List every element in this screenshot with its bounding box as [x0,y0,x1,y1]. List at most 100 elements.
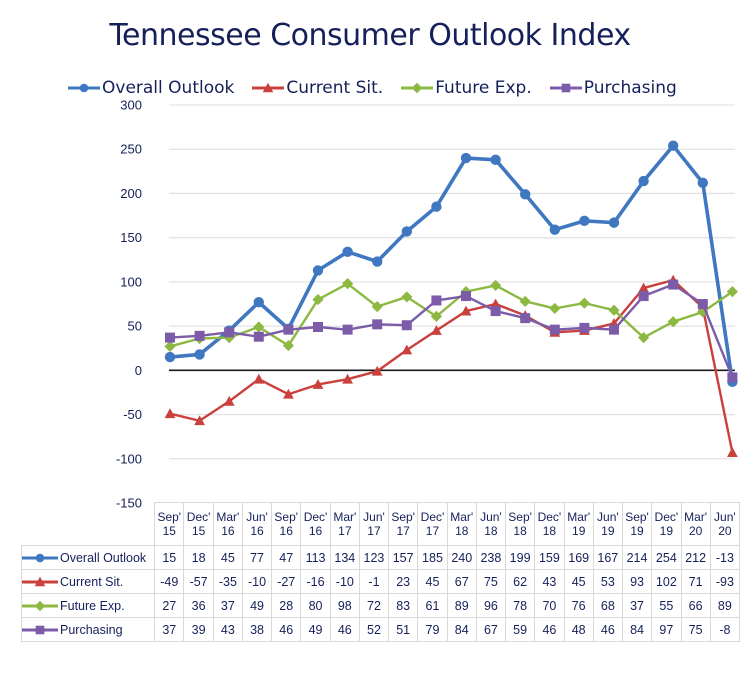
table-series-name: Current Sit. [20,569,156,594]
legend-item: Purchasing [549,78,677,98]
y-tick-label: 200 [120,186,142,201]
triangle-marker [253,373,265,384]
table-cell: 48 [563,617,594,642]
table-cell: -27 [271,569,302,594]
diamond-marker [164,340,176,353]
category-label: Jun' 19 [592,502,623,546]
table-cell: -8 [709,617,740,642]
table-cell: 49 [241,593,273,618]
diamond-marker [549,302,561,315]
gridlines [169,104,735,460]
table-cell: 39 [183,617,214,642]
table-cell: -13 [709,545,740,570]
triangle-legend-icon [22,576,58,586]
table-cell: -16 [300,569,331,594]
table-cell: -10 [241,569,273,594]
table-cell: 37 [621,593,653,618]
triangle-marker [194,415,205,426]
triangle-marker [164,408,176,419]
table-cell: 59 [504,617,536,642]
y-tick-label: -50 [123,407,142,422]
square-marker [194,330,205,341]
y-tick-label: 0 [135,363,142,378]
table-cell: 15 [154,545,185,570]
table-cell: 23 [387,569,419,594]
square-marker [638,291,649,302]
circle-marker [579,215,590,227]
table-cell: 62 [504,569,536,594]
category-label: Jun' 20 [709,502,740,546]
category-label: Dec' 18 [534,502,565,546]
diamond-marker [312,293,324,306]
table-cell: 169 [563,545,594,570]
diamond-marker [411,82,423,94]
diamond-marker [490,279,502,292]
table-cell: 89 [446,593,477,618]
y-tick-label: -150 [116,496,142,511]
table-cell: -93 [709,569,740,594]
table-cell: -1 [358,569,390,594]
diamond-legend-icon [401,82,434,94]
table-cell: 199 [504,545,536,570]
legend-item: Overall Outlook [68,78,234,98]
table-cell: 97 [651,617,682,642]
category-label: Jun' 16 [241,502,273,546]
diamond-marker [430,310,442,322]
table-cell: 52 [358,617,390,642]
diamond-marker [638,332,650,344]
square-marker [520,313,531,324]
table-cell: 18 [183,545,214,570]
diamond-marker [282,339,294,352]
circle-legend-icon [22,553,58,562]
table-cell: 240 [446,545,477,570]
diamond-marker [401,291,413,303]
table-cell: 61 [417,593,448,618]
table-cell: 28 [271,593,302,618]
category-label: Jun' 18 [475,502,506,546]
table-cell: -10 [329,569,360,594]
triangle-marker [431,325,442,335]
circle-marker [194,349,205,360]
series-line [169,143,735,383]
circle-marker [79,83,89,93]
table-cell: 75 [680,617,711,642]
circle-marker [35,553,45,562]
table-cell: 47 [271,545,302,570]
table-cell: 66 [680,593,711,618]
series-line [169,282,734,348]
table-series-name: Purchasing [20,617,156,642]
square-marker [727,372,738,383]
circle-legend-icon [68,83,100,93]
square-marker [697,299,708,309]
category-label: Mar' 18 [446,502,477,546]
y-tick-label: 50 [128,319,142,334]
category-label: Sep' 19 [621,502,653,546]
legend-label: Overall Outlook [102,78,235,98]
table-cell: 254 [651,545,682,570]
triangle-marker [371,365,383,376]
category-label: Dec' 15 [183,502,214,546]
table-series-name: Future Exp. [20,593,156,618]
table-cell: 68 [592,593,623,618]
table-cell: 55 [651,593,682,618]
legend-label: Future Exp. [435,78,532,98]
square-marker [165,332,175,343]
plot-area: 300 250 200 150 100 50 0 -50 -100 -150 [116,98,738,511]
square-marker [431,295,442,306]
diamond-marker [253,321,265,333]
table-cell: 79 [417,617,448,642]
category-label: Mar' 17 [329,502,360,546]
series-layer [164,140,738,457]
series-current-sit [164,274,738,457]
table-cell: 38 [241,617,273,642]
table-cell: 238 [475,545,506,570]
table-cell: -57 [183,569,214,594]
table-cell: 46 [592,617,623,642]
table-corner [22,503,155,546]
triangle-marker [490,298,501,309]
circle-marker [342,246,353,258]
square-marker [490,306,501,317]
table-header-row: Sep' 15 Dec' 15 Mar' 16 Jun' 16 Sep' 16 Dec' 16 Mar'… [22,502,740,546]
table-cell: 49 [300,617,331,642]
square-marker [372,319,383,330]
